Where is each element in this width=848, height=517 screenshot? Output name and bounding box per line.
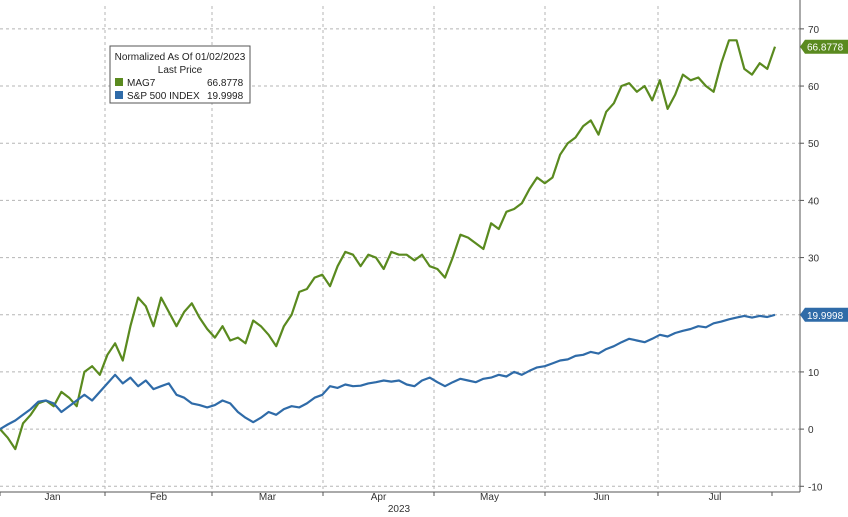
last-value-tag (800, 39, 848, 54)
y-tick-label: 50 (808, 139, 820, 150)
legend-label-spx: S&P 500 INDEX (127, 91, 200, 102)
series-line-mag7 (0, 39, 777, 451)
legend-label-mag7: MAG7 (127, 78, 156, 89)
legend-box (109, 45, 251, 104)
y-tick-label: -10 (808, 482, 823, 493)
series-lines (0, 39, 777, 451)
last-value-tags: 66.8778 19.9998 (800, 39, 848, 322)
x-tick-label: Jul (709, 492, 722, 503)
x-tick-label: Feb (150, 492, 168, 503)
y-tick-label: 30 (808, 254, 820, 265)
last-value-tag-label: 19.9998 (807, 311, 844, 322)
legend-title: Normalized As Of 01/02/2023 (115, 52, 246, 63)
legend-value-spx: 19.9998 (207, 91, 244, 102)
legend: Normalized As Of 01/02/2023 Last Price M… (109, 45, 251, 104)
legend-value-header: Last Price (158, 65, 203, 76)
legend-value-mag7: 66.8778 (207, 78, 244, 89)
x-tick-label: Mar (259, 492, 277, 503)
series-line-spx (0, 313, 776, 431)
y-tick-label: 10 (808, 368, 820, 379)
x-tick-label: Jan (44, 492, 60, 503)
y-tick-label: 0 (808, 425, 814, 436)
x-tick-label: Apr (371, 492, 387, 503)
y-tick-label: 40 (808, 196, 820, 207)
x-axis-year-label: 2023 (388, 504, 411, 515)
legend-swatch-spx (115, 91, 123, 99)
last-value-tag-label: 66.8778 (807, 43, 844, 54)
y-tick-label: 70 (808, 25, 820, 36)
y-tick-label: 60 (808, 82, 820, 93)
x-tick-label: Jun (593, 492, 609, 503)
last-value-tag (800, 307, 848, 322)
x-tick-label: May (480, 492, 499, 503)
legend-swatch-mag7 (115, 78, 123, 86)
